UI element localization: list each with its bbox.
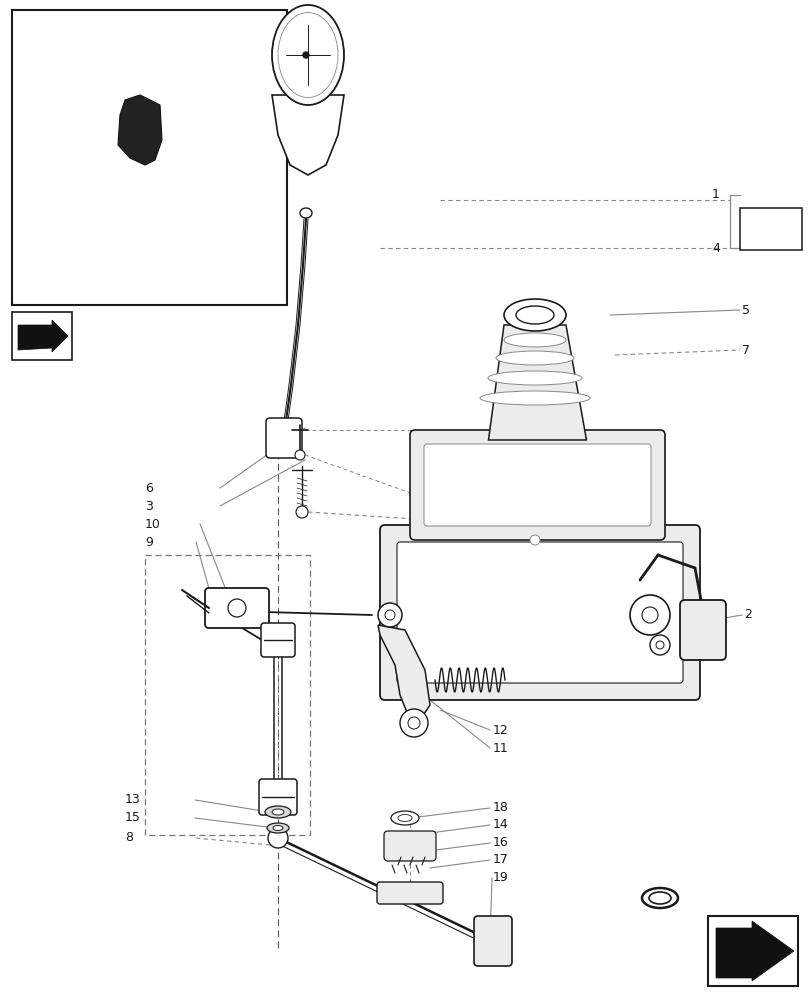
Polygon shape xyxy=(378,625,430,720)
Circle shape xyxy=(649,635,669,655)
Polygon shape xyxy=(18,320,68,352)
Polygon shape xyxy=(25,25,180,160)
Circle shape xyxy=(268,828,288,848)
Circle shape xyxy=(384,610,394,620)
Ellipse shape xyxy=(504,333,565,347)
Text: 16: 16 xyxy=(492,836,508,849)
Ellipse shape xyxy=(277,13,337,98)
Text: 3: 3 xyxy=(145,499,152,512)
FancyBboxPatch shape xyxy=(397,542,682,683)
Text: A: A xyxy=(287,33,293,42)
Ellipse shape xyxy=(496,351,573,365)
Text: 10: 10 xyxy=(145,518,161,530)
Text: 17: 17 xyxy=(492,853,508,866)
Ellipse shape xyxy=(479,391,590,405)
FancyBboxPatch shape xyxy=(384,831,436,861)
Text: 7: 7 xyxy=(741,344,749,357)
Ellipse shape xyxy=(515,306,553,324)
Text: 12: 12 xyxy=(492,724,508,736)
Circle shape xyxy=(303,52,309,58)
Ellipse shape xyxy=(504,299,565,331)
Ellipse shape xyxy=(487,371,581,385)
Text: 18: 18 xyxy=(492,801,508,814)
Circle shape xyxy=(407,717,419,729)
Circle shape xyxy=(400,709,427,737)
FancyBboxPatch shape xyxy=(204,588,268,628)
Text: 13: 13 xyxy=(125,793,140,806)
FancyBboxPatch shape xyxy=(739,208,801,250)
Circle shape xyxy=(294,450,305,460)
Circle shape xyxy=(378,603,401,627)
Bar xyxy=(12,10,286,305)
Circle shape xyxy=(629,595,669,635)
FancyBboxPatch shape xyxy=(259,779,297,815)
Ellipse shape xyxy=(397,814,411,821)
Polygon shape xyxy=(118,95,162,165)
FancyBboxPatch shape xyxy=(266,418,302,458)
Text: B: B xyxy=(320,33,327,42)
Text: 19: 19 xyxy=(492,871,508,884)
Circle shape xyxy=(228,599,246,617)
FancyBboxPatch shape xyxy=(376,882,443,904)
Ellipse shape xyxy=(264,806,290,818)
Text: 14: 14 xyxy=(492,818,508,831)
Bar xyxy=(707,916,797,986)
Text: 5: 5 xyxy=(741,304,749,316)
Ellipse shape xyxy=(272,825,283,830)
Text: 6: 6 xyxy=(145,482,152,494)
FancyBboxPatch shape xyxy=(260,623,294,657)
Text: B: B xyxy=(287,69,293,78)
FancyBboxPatch shape xyxy=(679,600,725,660)
Ellipse shape xyxy=(267,823,289,833)
Ellipse shape xyxy=(648,892,670,904)
Bar xyxy=(12,312,72,360)
FancyBboxPatch shape xyxy=(423,444,650,526)
Ellipse shape xyxy=(272,809,284,815)
Text: C: C xyxy=(320,69,327,78)
FancyBboxPatch shape xyxy=(474,916,512,966)
FancyBboxPatch shape xyxy=(380,525,699,700)
Circle shape xyxy=(655,641,663,649)
Ellipse shape xyxy=(642,888,677,908)
Circle shape xyxy=(642,607,657,623)
FancyBboxPatch shape xyxy=(410,430,664,540)
Ellipse shape xyxy=(391,811,418,825)
Ellipse shape xyxy=(272,5,344,105)
Polygon shape xyxy=(715,921,793,981)
Text: 4: 4 xyxy=(711,241,719,254)
Circle shape xyxy=(296,506,307,518)
Text: 15: 15 xyxy=(125,811,140,824)
Ellipse shape xyxy=(299,208,311,218)
Bar xyxy=(145,555,310,835)
Text: 11: 11 xyxy=(492,742,508,754)
Polygon shape xyxy=(272,95,344,175)
Text: 1: 1 xyxy=(711,188,719,202)
Polygon shape xyxy=(160,40,270,295)
Circle shape xyxy=(530,535,539,545)
Text: 2 0: 2 0 xyxy=(760,223,780,235)
Text: 2: 2 xyxy=(743,608,751,621)
Polygon shape xyxy=(488,325,586,440)
Text: 9: 9 xyxy=(145,536,152,548)
Text: 8: 8 xyxy=(125,831,133,844)
